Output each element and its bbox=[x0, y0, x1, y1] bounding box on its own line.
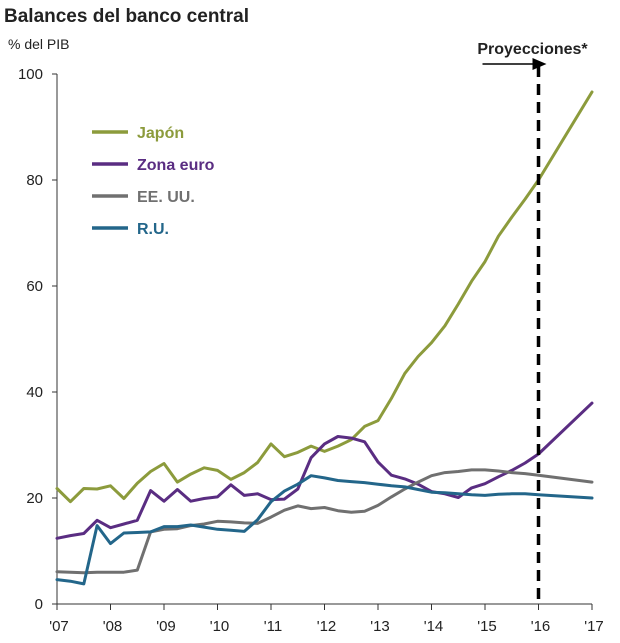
y-tick-label: 100 bbox=[18, 66, 43, 83]
x-tick-label: '15 bbox=[477, 618, 497, 635]
projection-arrow-head bbox=[532, 58, 547, 70]
series-line-1 bbox=[55, 90, 594, 504]
y-tick-label: 60 bbox=[26, 278, 43, 295]
x-tick-label: '11 bbox=[264, 618, 282, 635]
y-tick-label: 0 bbox=[35, 596, 43, 613]
y-tick-label: 80 bbox=[26, 172, 43, 189]
projection-layer: Proyecciones* bbox=[477, 41, 588, 604]
x-tick-label: '14 bbox=[424, 618, 444, 635]
legend-label-1: Japón bbox=[137, 125, 184, 142]
y-tick-label: 20 bbox=[26, 490, 43, 507]
series-line-3 bbox=[55, 468, 594, 575]
series-layer bbox=[55, 90, 594, 586]
legend-label-4: R.U. bbox=[137, 221, 169, 238]
projection-label: Proyecciones* bbox=[477, 41, 588, 58]
chart-subtitle: % del PIB bbox=[8, 36, 70, 52]
series-line-2 bbox=[55, 401, 594, 540]
axes: 0 20 40 60 80 100 '07 '08 '09 '10 '11 '12 '13 '14 '15 '… bbox=[18, 66, 604, 635]
x-tick-label: '12 bbox=[317, 618, 337, 635]
legend-label-2: Zona euro bbox=[137, 157, 215, 174]
series-line-4 bbox=[55, 474, 594, 586]
x-tick-label: '07 bbox=[49, 618, 69, 635]
x-tick-label: '17 bbox=[584, 618, 604, 635]
x-tick-label: '08 bbox=[103, 618, 123, 635]
y-tick-label: 40 bbox=[26, 384, 43, 401]
legend: Japón Zona euro EE. UU. R.U. bbox=[92, 125, 215, 238]
x-tick-label: '13 bbox=[370, 618, 390, 635]
x-tick-label: '16 bbox=[531, 618, 551, 635]
chart-title: Balances del banco central bbox=[4, 6, 249, 27]
legend-label-3: EE. UU. bbox=[137, 189, 195, 206]
x-tick-label: '09 bbox=[156, 618, 176, 635]
x-tick-label: '10 bbox=[210, 618, 230, 635]
